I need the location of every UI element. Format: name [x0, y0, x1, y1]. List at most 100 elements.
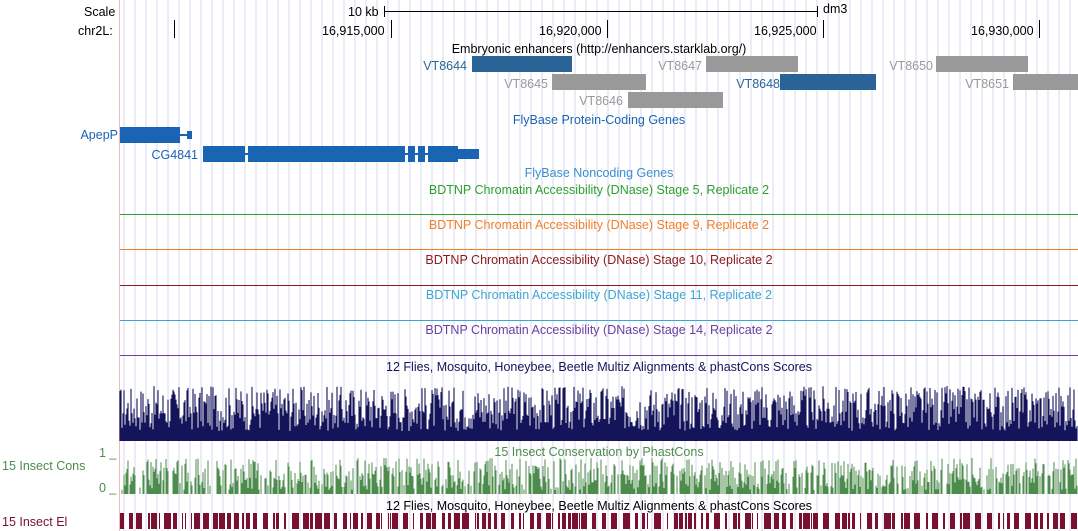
- enhancer-label[interactable]: VT8644: [423, 59, 467, 73]
- cons15-scale-max: 1 _: [99, 446, 117, 460]
- conserved-element: [757, 513, 758, 529]
- conserved-element: [482, 513, 486, 529]
- dnase-signal-line[interactable]: [120, 320, 1078, 321]
- conserved-element: [350, 513, 351, 529]
- conserved-element: [960, 513, 962, 529]
- scale-bar-left-cap: [384, 6, 385, 17]
- dnase-track-title[interactable]: BDTNP Chromatin Accessibility (DNase) St…: [425, 253, 773, 267]
- protein-coding-track-title[interactable]: FlyBase Protein-Coding Genes: [512, 113, 686, 127]
- multiz-track-title[interactable]: 12 Flies, Mosquito, Honeybee, Beetle Mul…: [386, 360, 812, 374]
- gene-label-cg4841[interactable]: CG4841: [151, 148, 198, 162]
- gene-exon: [120, 127, 180, 143]
- enhancer-label[interactable]: VT8650: [889, 59, 933, 73]
- conserved-element: [494, 513, 497, 529]
- gene-exon: [248, 146, 405, 162]
- enhancer-feature[interactable]: [936, 56, 1028, 72]
- enhancer-label[interactable]: VT8651: [965, 77, 1009, 91]
- multiz2-track-title[interactable]: 12 Flies, Mosquito, Honeybee, Beetle Mul…: [386, 499, 812, 513]
- dnase-signal-line[interactable]: [120, 355, 1078, 356]
- conserved-element: [875, 513, 878, 529]
- ruler-tick-label: 16,920,000: [539, 24, 602, 38]
- conserved-element: [852, 513, 855, 529]
- conserved-element: [537, 513, 541, 529]
- cons15-side-label[interactable]: 15 Insect Cons: [2, 459, 86, 473]
- conserved-element: [647, 513, 648, 529]
- conserved-element: [310, 513, 313, 529]
- conserved-element: [835, 513, 840, 529]
- enhancers-track-title[interactable]: Embryonic enhancers (http://enhancers.st…: [451, 42, 747, 56]
- conserved-element: [790, 513, 793, 529]
- conserved-element: [227, 513, 231, 529]
- dnase-track-title[interactable]: BDTNP Chromatin Accessibility (DNase) St…: [425, 288, 773, 302]
- conserved-element: [635, 513, 638, 529]
- conserved-element: [413, 513, 414, 529]
- enhancer-feature[interactable]: [780, 74, 876, 90]
- conserved-element: [867, 513, 872, 529]
- conserved-element: [764, 513, 771, 529]
- conserved-element: [477, 513, 479, 529]
- conserved-element: [572, 513, 578, 529]
- conserved-element: [701, 513, 703, 529]
- conserved-element: [234, 513, 239, 529]
- label-column-divider: [119, 0, 120, 531]
- conserved-element: [182, 513, 183, 529]
- conserved-element: [253, 513, 257, 529]
- enhancer-feature[interactable]: [552, 74, 646, 90]
- conserved-element: [1025, 513, 1031, 529]
- conserved-element: [592, 513, 596, 529]
- conserved-element: [904, 513, 910, 529]
- conserved-element: [623, 513, 630, 529]
- ruler-tick-label: 16,930,000: [971, 24, 1034, 38]
- conserved-element: [159, 513, 160, 529]
- enhancer-feature[interactable]: [706, 56, 798, 72]
- enhancer-feature[interactable]: [472, 56, 572, 72]
- scale-label: Scale: [84, 5, 116, 19]
- conserved-element: [546, 513, 551, 529]
- gene-label-apepp[interactable]: ApepP: [80, 128, 118, 142]
- enhancer-feature[interactable]: [1013, 74, 1078, 90]
- conserved-element: [714, 513, 720, 529]
- conserved-element: [523, 513, 524, 529]
- conserved-element: [519, 513, 521, 529]
- conserved-element: [811, 513, 812, 529]
- dnase-track-title[interactable]: BDTNP Chromatin Accessibility (DNase) St…: [428, 218, 770, 232]
- conserved-element: [813, 513, 818, 529]
- dnase-signal-line[interactable]: [120, 214, 1078, 215]
- elements-side-label[interactable]: 15 Insect El: [2, 515, 68, 529]
- conserved-element: [173, 513, 177, 529]
- conserved-element: [725, 513, 727, 529]
- scale-bar: [384, 11, 818, 12]
- dnase-signal-line[interactable]: [120, 285, 1078, 286]
- cons15-track-title[interactable]: 15 Insect Conservation by PhastCons: [494, 445, 704, 459]
- enhancer-label[interactable]: VT8648: [736, 77, 780, 91]
- conserved-element: [688, 513, 692, 529]
- conserved-element: [361, 513, 363, 529]
- ruler-tick: [1039, 20, 1040, 38]
- dnase-track-title[interactable]: BDTNP Chromatin Accessibility (DNase) St…: [428, 183, 770, 197]
- noncoding-track-title[interactable]: FlyBase Noncoding Genes: [524, 166, 674, 180]
- conserved-element: [552, 513, 553, 529]
- dnase-signal-line[interactable]: [120, 249, 1078, 250]
- ruler-tick: [391, 20, 392, 38]
- conserved-element: [860, 513, 861, 529]
- conserved-element: [975, 513, 981, 529]
- enhancer-label[interactable]: VT8645: [504, 77, 548, 91]
- conserved-element: [1071, 513, 1077, 529]
- dnase-track-title[interactable]: BDTNP Chromatin Accessibility (DNase) St…: [425, 323, 773, 337]
- conserved-element: [738, 513, 740, 529]
- enhancer-label[interactable]: VT8647: [658, 59, 702, 73]
- enhancer-label[interactable]: VT8646: [579, 94, 623, 108]
- enhancer-feature[interactable]: [628, 92, 723, 108]
- conserved-element: [246, 513, 250, 529]
- conserved-element: [191, 513, 192, 529]
- conserved-element: [654, 513, 661, 529]
- conserved-element: [1047, 513, 1049, 529]
- conserved-element: [151, 513, 157, 529]
- conserved-element: [129, 513, 133, 529]
- conserved-element: [1014, 513, 1019, 529]
- conserved-element: [284, 513, 286, 529]
